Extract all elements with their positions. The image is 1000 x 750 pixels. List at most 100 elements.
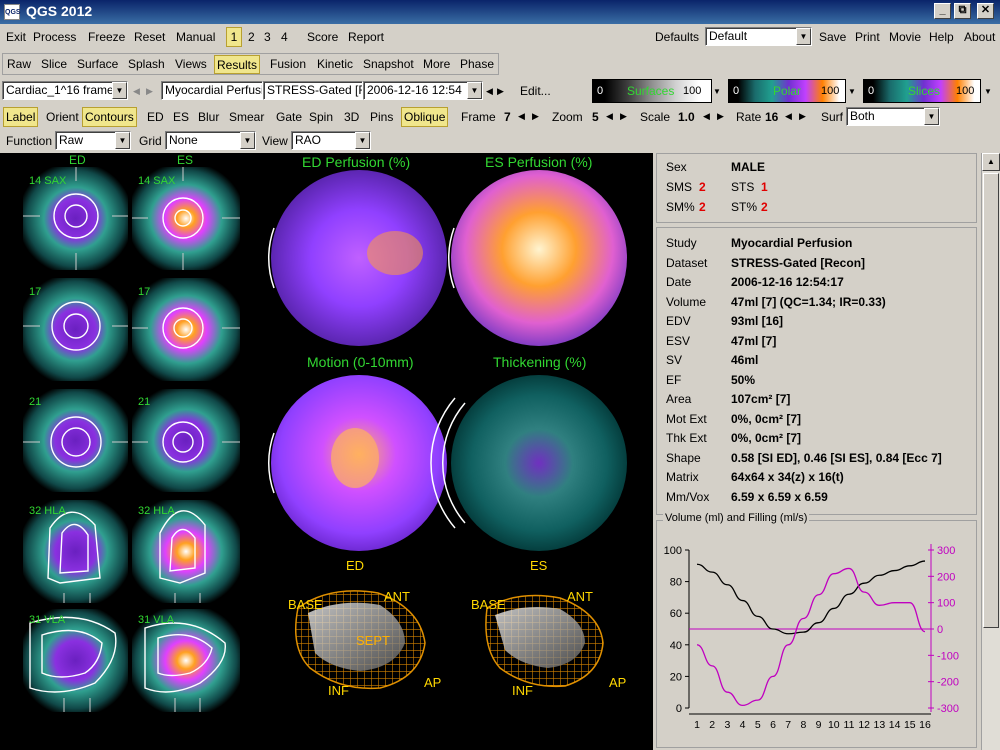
es-ant-label: ANT: [567, 589, 593, 604]
info-value: 0%, 0cm² [7]: [731, 431, 802, 445]
menu-exit[interactable]: Exit: [6, 30, 27, 44]
toggle-oblique[interactable]: Oblique: [401, 107, 449, 127]
left-tick-label: 0: [676, 703, 682, 715]
x-tick-label: 12: [858, 719, 870, 731]
toggle-pins[interactable]: Pins: [370, 109, 394, 124]
page-button-2[interactable]: 2: [248, 30, 255, 44]
about-button[interactable]: About: [964, 30, 996, 44]
x-tick-label: 6: [770, 719, 776, 731]
surfaces-dropdown-icon[interactable]: ▼: [713, 86, 721, 96]
tab-raw[interactable]: Raw: [7, 57, 32, 71]
chevron-down-icon: ▼: [240, 132, 255, 149]
study-field[interactable]: Myocardial Perfusi: [161, 81, 263, 100]
surfaces-min: 0: [597, 85, 604, 97]
prev-date-icon[interactable]: ◀: [486, 85, 493, 96]
menu-report[interactable]: Report: [348, 30, 385, 44]
rate-prev-icon[interactable]: ◀: [785, 111, 792, 121]
tab-kinetic[interactable]: Kinetic: [317, 57, 354, 71]
view-select[interactable]: RAO ▼: [291, 131, 371, 150]
menu-score[interactable]: Score: [307, 30, 339, 44]
zoom-prev-icon[interactable]: ◀: [606, 111, 613, 121]
defaults-select[interactable]: Default ▼: [705, 27, 812, 46]
menu-reset[interactable]: Reset: [134, 30, 166, 44]
state-field[interactable]: STRESS-Gated [R: [263, 81, 363, 100]
scale-next-icon[interactable]: ▶: [717, 111, 724, 121]
ed-inf-label: INF: [328, 683, 349, 698]
toggle-gate[interactable]: Gate: [276, 109, 303, 124]
edit-button[interactable]: Edit...: [520, 84, 551, 98]
movie-button[interactable]: Movie: [889, 30, 922, 44]
info-value: 93ml [16]: [731, 314, 784, 328]
polar-colorbar[interactable]: 0 Polar 100: [728, 79, 846, 103]
x-tick-label: 5: [755, 719, 761, 731]
dataset-value: Cardiac_1^16 frame: [6, 83, 114, 97]
info-label: Date: [666, 275, 692, 289]
es-perfusion-polar-map: [451, 170, 627, 346]
toggle-3d[interactable]: 3D: [344, 109, 360, 124]
prev-arrow-icon[interactable]: ◀: [133, 85, 140, 96]
slice-label-ed-4: 32 HLA: [29, 505, 66, 517]
results-scrollbar[interactable]: ▲: [981, 153, 1000, 750]
scale-prev-icon[interactable]: ◀: [703, 111, 710, 121]
sms-label: SMS: [666, 180, 693, 194]
menu-process[interactable]: Process: [33, 30, 77, 44]
tab-results[interactable]: Results: [214, 55, 261, 74]
slices-colorbar[interactable]: 0 Slices 100: [863, 79, 981, 103]
tab-fusion[interactable]: Fusion: [270, 57, 307, 71]
image-canvas[interactable]: ED ES 14 SAX 14 SAX 17 17 21 21 32 HLA 3…: [0, 153, 653, 750]
menu-freeze[interactable]: Freeze: [88, 30, 126, 44]
study-info-box: Study Myocardial Perfusion Dataset STRESS-G…: [656, 227, 977, 515]
volume-series-line: [696, 560, 926, 635]
menu-manual[interactable]: Manual: [176, 30, 216, 44]
tab-splash[interactable]: Splash: [128, 57, 165, 71]
toggle-orient[interactable]: Orient: [46, 109, 79, 124]
grid-select[interactable]: None ▼: [165, 131, 256, 150]
next-arrow-icon[interactable]: ▶: [146, 85, 153, 96]
next-date-icon[interactable]: ▶: [497, 85, 504, 96]
page-button-1[interactable]: 1: [226, 27, 242, 47]
tab-phase[interactable]: Phase: [460, 57, 495, 71]
tab-views[interactable]: Views: [175, 57, 207, 71]
tab-snapshot[interactable]: Snapshot: [363, 57, 414, 71]
toggle-contours[interactable]: Contours: [82, 107, 137, 127]
help-button[interactable]: Help: [929, 30, 954, 44]
tab-more[interactable]: More: [423, 57, 451, 71]
toggle-ed[interactable]: ED: [147, 109, 164, 124]
save-button[interactable]: Save: [819, 30, 847, 44]
datetime-select[interactable]: 2006-12-16 12:54 ▼: [363, 81, 483, 100]
dataset-select[interactable]: Cardiac_1^16 frame ▼: [2, 81, 128, 100]
toggle-spin[interactable]: Spin: [309, 109, 334, 124]
es-ap-label: AP: [609, 675, 627, 690]
ed-map-label: ED: [346, 558, 365, 573]
page-button-3[interactable]: 3: [264, 30, 271, 44]
maximize-button[interactable]: ⧉: [954, 3, 971, 19]
surfaces-colorbar[interactable]: 0 Surfaces 100: [592, 79, 712, 103]
slices-dropdown-icon[interactable]: ▼: [984, 86, 992, 96]
tab-surface[interactable]: Surface: [77, 57, 119, 71]
slice-label-ed-5: 31 VLA: [29, 614, 66, 626]
sts-label: STS: [731, 180, 755, 194]
minimize-button[interactable]: _: [934, 3, 951, 19]
scroll-up-icon[interactable]: ▲: [982, 153, 1000, 171]
close-button[interactable]: ✕: [977, 3, 994, 19]
toggle-es[interactable]: ES: [173, 109, 190, 124]
polar-dropdown-icon[interactable]: ▼: [848, 86, 856, 96]
frame-next-icon[interactable]: ▶: [532, 111, 539, 121]
function-select[interactable]: Raw ▼: [55, 131, 131, 150]
scroll-thumb[interactable]: [983, 173, 999, 628]
frame-prev-icon[interactable]: ◀: [518, 111, 525, 121]
slice-label-es-2: 17: [138, 286, 151, 298]
chevron-down-icon: ▼: [115, 132, 130, 149]
toggle-label[interactable]: Label: [3, 107, 39, 127]
info-label: Matrix: [666, 470, 699, 484]
print-button[interactable]: Print: [855, 30, 880, 44]
toggle-blur[interactable]: Blur: [198, 109, 220, 124]
page-button-4[interactable]: 4: [281, 30, 288, 44]
function-value: Raw: [59, 133, 84, 147]
toggle-smear[interactable]: Smear: [229, 109, 265, 124]
tab-slice[interactable]: Slice: [41, 57, 68, 71]
rate-next-icon[interactable]: ▶: [799, 111, 806, 121]
surf-select[interactable]: Both ▼: [846, 107, 940, 126]
zoom-next-icon[interactable]: ▶: [620, 111, 627, 121]
slice-label-es-1: 14 SAX: [138, 175, 176, 187]
